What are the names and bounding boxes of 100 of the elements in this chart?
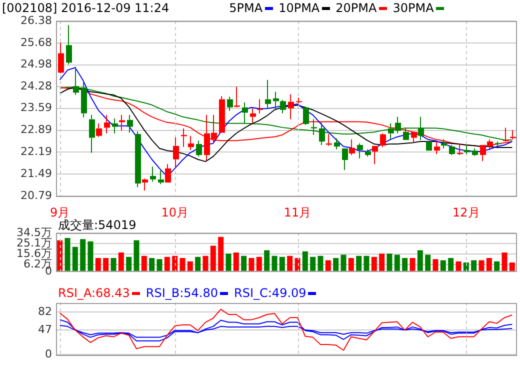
legend-label: RSI_A:68.43	[58, 286, 130, 300]
x-tick-label: 11月	[284, 205, 312, 220]
candlestick	[288, 94, 294, 120]
bar	[502, 252, 508, 271]
bar	[279, 256, 285, 271]
bar	[248, 258, 254, 271]
candlestick	[89, 114, 95, 154]
y-tick-label: 21.49	[20, 166, 52, 180]
y-tick-label: 15.6万	[16, 246, 52, 260]
bar	[72, 246, 78, 271]
legend-label: 10PMA	[278, 1, 320, 15]
bar	[310, 256, 316, 271]
bar	[379, 254, 385, 271]
candlestick	[112, 118, 118, 134]
y-tick-label: 24.98	[20, 58, 52, 71]
bar	[425, 254, 431, 271]
bar	[241, 256, 247, 271]
candlestick	[142, 178, 148, 192]
legend-label: RSI_C:49.09	[234, 286, 306, 300]
x-tick-label: 12月	[452, 205, 480, 220]
candlestick	[472, 148, 478, 156]
bar	[318, 256, 324, 271]
bar	[394, 254, 400, 271]
candlestick	[158, 170, 164, 185]
candlestick	[441, 138, 447, 149]
legend-label: RSI_B:54.80	[146, 286, 218, 300]
bar	[103, 258, 109, 271]
bar	[110, 258, 116, 271]
candlestick	[372, 146, 378, 165]
bar	[95, 258, 101, 271]
bar	[348, 258, 354, 271]
candlestick	[349, 138, 355, 156]
bar	[141, 256, 147, 271]
bar	[440, 260, 446, 271]
y-tick-label: 34.5万	[16, 226, 52, 239]
bar	[509, 262, 515, 271]
bar	[417, 250, 423, 271]
bar	[264, 250, 270, 271]
candlestick	[464, 144, 470, 155]
bar	[410, 258, 416, 271]
candlestick	[119, 114, 125, 132]
bar	[134, 240, 140, 271]
chart-title: [002108] 2016-12-09 11:24	[2, 1, 170, 15]
bar	[202, 256, 208, 271]
candlestick	[495, 141, 501, 146]
bar	[57, 240, 63, 271]
candlestick	[219, 96, 225, 133]
legend-label: 20PMA	[336, 1, 377, 15]
bar	[486, 258, 492, 271]
bar	[463, 262, 469, 271]
bar	[340, 254, 346, 271]
bar	[448, 258, 454, 271]
bar	[478, 260, 484, 271]
bar	[187, 261, 193, 271]
bar	[333, 258, 339, 271]
candlestick	[196, 140, 202, 158]
bar	[218, 236, 224, 271]
candlestick	[173, 136, 179, 169]
candlestick	[104, 114, 110, 134]
candlestick	[150, 166, 156, 182]
legend-label: 5PMA	[229, 1, 263, 15]
bar	[226, 254, 232, 271]
candlestick	[96, 122, 102, 138]
candlestick	[280, 99, 286, 114]
bar	[302, 251, 308, 271]
bar	[371, 256, 377, 271]
bar	[80, 239, 86, 271]
candlestick	[234, 86, 240, 107]
bar	[88, 241, 94, 271]
candlestick	[242, 102, 248, 124]
bar	[233, 252, 239, 271]
candlestick	[296, 97, 302, 104]
bar	[256, 256, 262, 271]
bar	[432, 259, 438, 271]
y-tick-label: 26.38	[20, 14, 52, 27]
bar	[386, 254, 392, 271]
candlestick	[311, 118, 317, 136]
bar	[471, 260, 477, 271]
bar	[164, 256, 170, 271]
bar	[325, 260, 331, 271]
bar	[402, 258, 408, 271]
y-tick-label: 82	[38, 304, 52, 318]
bar	[356, 256, 362, 271]
x-tick-label: 10月	[161, 205, 188, 220]
bar	[149, 258, 155, 271]
bar	[287, 256, 293, 271]
y-tick-label: 20.79	[20, 188, 52, 202]
y-tick-label: 24.28	[20, 80, 52, 93]
candlestick	[265, 79, 271, 109]
candlestick	[127, 114, 133, 134]
candlestick	[449, 144, 455, 156]
chart-title: 成交量:54019	[58, 218, 136, 234]
candlestick	[58, 42, 64, 73]
y-tick-label: 0	[45, 347, 52, 360]
y-tick-label: 23.59	[20, 101, 52, 114]
candlestick	[188, 135, 194, 150]
candlestick	[66, 24, 72, 65]
bar	[364, 256, 370, 271]
bar	[195, 256, 201, 271]
legend-label: 30PMA	[392, 1, 434, 15]
